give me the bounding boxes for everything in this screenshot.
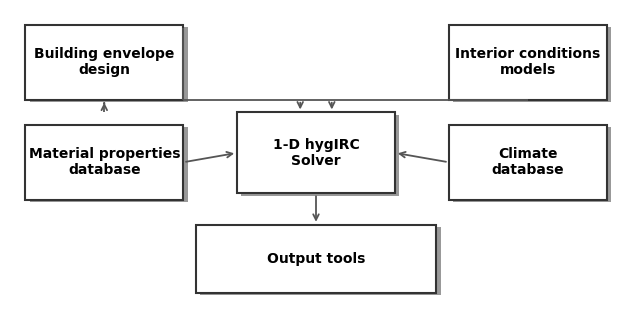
FancyBboxPatch shape [241, 115, 399, 196]
FancyBboxPatch shape [25, 125, 183, 200]
Text: Climate
database: Climate database [492, 147, 564, 177]
FancyBboxPatch shape [200, 227, 441, 295]
FancyBboxPatch shape [449, 125, 607, 200]
FancyBboxPatch shape [449, 25, 607, 100]
Text: Material properties
database: Material properties database [28, 147, 180, 177]
FancyBboxPatch shape [30, 27, 188, 102]
Text: Output tools: Output tools [267, 252, 365, 266]
FancyBboxPatch shape [25, 25, 183, 100]
FancyBboxPatch shape [196, 225, 436, 293]
FancyBboxPatch shape [453, 127, 611, 202]
Text: 1-D hygIRC
Solver: 1-D hygIRC Solver [272, 138, 360, 168]
Text: Building envelope
design: Building envelope design [34, 47, 174, 77]
Text: Interior conditions
models: Interior conditions models [455, 47, 600, 77]
FancyBboxPatch shape [453, 27, 611, 102]
FancyBboxPatch shape [30, 127, 188, 202]
FancyBboxPatch shape [237, 112, 395, 193]
